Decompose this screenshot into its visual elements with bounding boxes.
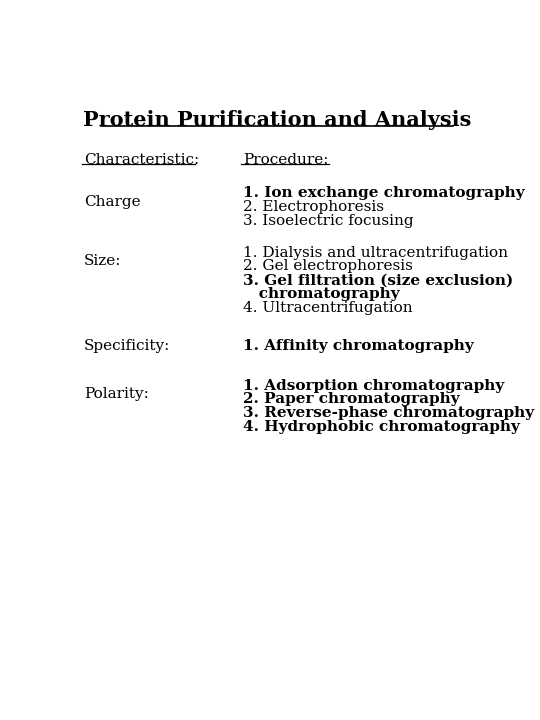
Text: 1. Affinity chromatography: 1. Affinity chromatography [243, 338, 474, 353]
Text: Polarity:: Polarity: [84, 387, 149, 401]
Text: Characteristic:: Characteristic: [84, 153, 199, 167]
Text: Size:: Size: [84, 254, 122, 268]
Text: 1. Ion exchange chromatography: 1. Ion exchange chromatography [243, 186, 525, 200]
Text: 4. Ultracentrifugation: 4. Ultracentrifugation [243, 301, 413, 315]
Text: 2. Paper chromatography: 2. Paper chromatography [243, 392, 460, 406]
Text: Protein Purification and Analysis: Protein Purification and Analysis [83, 109, 471, 130]
Text: 3. Reverse-phase chromatography: 3. Reverse-phase chromatography [243, 406, 535, 420]
Text: Procedure:: Procedure: [243, 153, 329, 167]
Text: chromatography: chromatography [243, 287, 400, 301]
Text: 3. Gel filtration (size exclusion): 3. Gel filtration (size exclusion) [243, 273, 514, 287]
Text: Charge: Charge [84, 194, 141, 209]
Text: 3. Isoelectric focusing: 3. Isoelectric focusing [243, 214, 414, 228]
Text: 1. Adsorption chromatography: 1. Adsorption chromatography [243, 379, 504, 392]
Text: 2. Gel electrophoresis: 2. Gel electrophoresis [243, 259, 413, 274]
Text: 4. Hydrophobic chromatography: 4. Hydrophobic chromatography [243, 420, 520, 434]
Text: 1. Dialysis and ultracentrifugation: 1. Dialysis and ultracentrifugation [243, 246, 508, 259]
Text: 2. Electrophoresis: 2. Electrophoresis [243, 200, 384, 214]
Text: Specificity:: Specificity: [84, 338, 171, 353]
